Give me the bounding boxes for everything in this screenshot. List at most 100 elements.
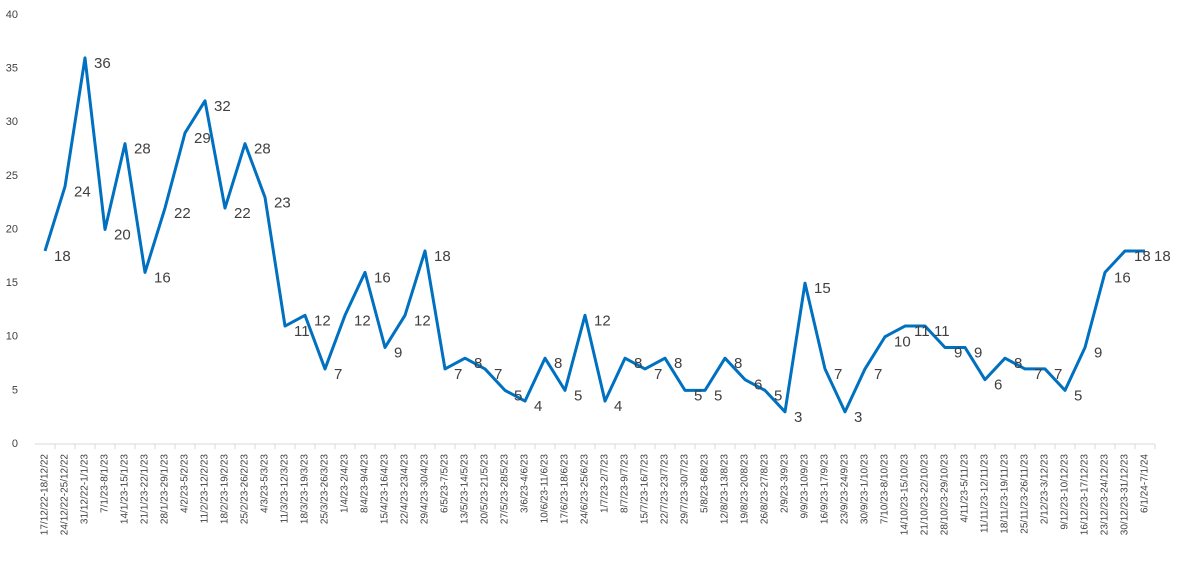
x-tick-label: 18/2/23-19/2/23	[220, 454, 231, 524]
x-tick-label: 28/10/23-29/10/23	[940, 454, 951, 536]
x-tick-label: 7/1/23-8/1/23	[100, 454, 111, 513]
x-tick-label: 11/3/23-12/3/23	[280, 454, 291, 524]
data-label: 16	[1114, 269, 1131, 286]
data-label: 9	[974, 344, 982, 361]
data-label: 32	[214, 98, 231, 115]
data-label: 7	[874, 366, 882, 383]
x-tick-label: 15/7/23-16/7/23	[640, 454, 651, 524]
data-label: 11	[914, 323, 930, 340]
data-label: 5	[774, 387, 782, 404]
data-label: 36	[94, 55, 111, 72]
data-label: 22	[174, 205, 191, 222]
data-label: 15	[814, 280, 831, 297]
x-tick-label: 17/12/22-18/12/22	[40, 454, 51, 536]
data-label: 12	[414, 312, 431, 329]
x-tick-label: 21/10/23-22/10/23	[920, 454, 931, 536]
data-label: 8	[734, 355, 742, 372]
line	[43, 56, 1145, 414]
x-tick-label: 10/6/23-11/6/23	[540, 454, 551, 524]
x-tick-label: 25/3/23-26/3/23	[320, 454, 331, 524]
data-label: 5	[694, 387, 702, 404]
data-label: 10	[894, 334, 911, 351]
data-label: 7	[334, 366, 342, 383]
data-label: 9	[954, 344, 962, 361]
x-tick-label: 31/12/22-1/1/23	[80, 454, 91, 524]
data-label: 24	[74, 184, 91, 201]
x-tick-label: 30/9/23-1/10/23	[860, 454, 871, 524]
data-label: 9	[1094, 344, 1102, 361]
x-tick-label: 30/12/23-31/12/23	[1120, 454, 1131, 536]
x-tick-label: 12/8/23-13/8/23	[720, 454, 731, 524]
x-tick-label: 13/5/23-14/5/23	[460, 454, 471, 524]
data-label: 7	[454, 366, 462, 383]
data-label: 23	[274, 194, 291, 211]
x-tick-label: 11/11/23-12/11/23	[980, 454, 991, 533]
x-tick-label: 14/1/23-15/1/23	[120, 454, 131, 524]
data-label: 18	[54, 248, 71, 265]
data-label: 8	[634, 355, 642, 372]
x-tick-label: 25/2/23-26/2/23	[240, 454, 251, 524]
data-label: 7	[1034, 366, 1042, 383]
x-tick-label: 15/4/23-16/4/23	[380, 454, 391, 524]
y-tick-label: 15	[6, 277, 18, 289]
x-tick-label: 5/8/23-6/8/23	[700, 454, 711, 513]
x-tick-label: 24/12/22-25/12/22	[60, 454, 71, 536]
x-tick-label: 14/10/23-15/10/23	[900, 454, 911, 536]
data-label: 5	[574, 387, 582, 404]
x-tick-label: 25/11/23-26/11/23	[1020, 454, 1031, 534]
data-label: 3	[794, 409, 802, 426]
data-label: 22	[234, 205, 251, 222]
x-tick-label: 26/8/23-27/8/23	[760, 454, 771, 524]
y-tick-label: 30	[6, 116, 18, 128]
x-tick-label: 6/1/24-7/1/24	[1140, 454, 1151, 513]
x-tick-label: 23/9/23-24/9/23	[840, 454, 851, 524]
x-tick-label: 29/4/23-30/4/23	[420, 454, 431, 524]
x-tick-label: 24/6/23-25/6/23	[580, 454, 591, 524]
x-tick-label: 4/3/23-5/3/23	[260, 454, 271, 513]
x-tick-label: 1/7/23-2/7/23	[600, 454, 611, 513]
data-label: 5	[514, 387, 522, 404]
data-label: 16	[374, 269, 391, 286]
x-tick-label: 1/4/23-2/4/23	[340, 454, 351, 513]
x-tick-label: 27/5/23-28/5/23	[500, 454, 511, 524]
data-label: 4	[614, 398, 622, 415]
data-label: 9	[394, 344, 402, 361]
x-tick-label: 2/12/23-3/12/23	[1040, 454, 1051, 524]
y-tick-label: 20	[6, 223, 18, 235]
x-tick-label: 21/1/23-22/1/23	[140, 454, 151, 524]
data-label: 8	[474, 355, 482, 372]
data-label: 12	[354, 312, 371, 329]
data-label: 8	[674, 355, 682, 372]
x-tick-label: 7/10/23-8/10/23	[880, 454, 891, 524]
x-tick-label: 17/6/23-18/6/23	[560, 454, 571, 524]
y-tick-label: 10	[6, 331, 18, 343]
x-tick-label: 23/12/23-24/12/23	[1100, 454, 1111, 536]
data-label: 18	[434, 248, 451, 265]
x-tick-label: 11/2/23-12/2/23	[200, 454, 211, 524]
data-label: 6	[994, 377, 1002, 394]
x-tick-label: 29/7/23-30/7/23	[680, 454, 691, 524]
y-tick-label: 5	[12, 384, 18, 396]
x-tick-label: 18/3/23-19/3/23	[300, 454, 311, 524]
x-tick-label: 9/9/23-10/9/23	[800, 454, 811, 519]
data-label: 20	[114, 226, 131, 243]
x-tick-label: 16/9/23-17/9/23	[820, 454, 831, 524]
x-tick-label: 16/12/23-17/12/23	[1080, 454, 1091, 536]
x-tick-label: 20/5/23-21/5/23	[480, 454, 491, 524]
x-tick-label: 4/11/23-5/11/23	[960, 454, 971, 523]
x-tick-label: 4/2/23-5/2/23	[180, 454, 191, 513]
data-label: 28	[254, 141, 271, 158]
data-label: 5	[1074, 387, 1082, 404]
data-label: 29	[194, 130, 211, 147]
x-tick-label: 28/1/23-29/1/23	[160, 454, 171, 524]
data-label: 28	[134, 141, 151, 158]
y-tick-label: 25	[6, 170, 18, 182]
data-label: 11	[294, 323, 310, 340]
data-label: 8	[554, 355, 562, 372]
y-tick-label: 40	[6, 9, 18, 21]
data-label: 11	[934, 323, 950, 340]
x-tick-label: 3/6/23-4/6/23	[520, 454, 531, 513]
x-tick-label: 22/4/23-23/4/23	[400, 454, 411, 524]
